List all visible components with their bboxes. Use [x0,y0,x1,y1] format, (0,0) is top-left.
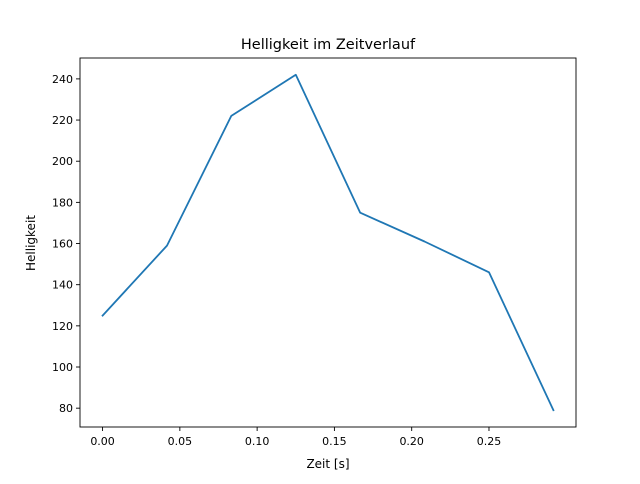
y-tick-label: 140 [52,279,73,292]
x-tick-label: 0.05 [168,435,193,448]
x-tick-label: 0.00 [90,435,115,448]
series-line-helligkeit [101,73,555,412]
y-tick-label: 100 [52,361,73,374]
y-axis-label: Helligkeit [24,215,38,271]
y-tick-label: 160 [52,238,73,251]
y-tick-label: 120 [52,320,73,333]
x-tick-label: 0.20 [399,435,424,448]
y-tick-label: 180 [52,196,73,209]
x-tick-label: 0.25 [477,435,502,448]
y-tick-label: 200 [52,155,73,168]
chart-title: Helligkeit im Zeitverlauf [241,37,416,53]
x-tick-label: 0.10 [245,435,270,448]
x-axis-label: Zeit [s] [306,457,349,471]
axes-frame [79,57,577,428]
y-tick-label: 220 [52,114,73,127]
axis-ticks: 0.00 0.05 0.10 0.15 0.20 0.25 80 100 120 140 160 18… [52,73,501,448]
y-tick-label: 240 [52,73,73,86]
x-tick-label: 0.15 [322,435,347,448]
y-tick-label: 80 [59,402,73,415]
